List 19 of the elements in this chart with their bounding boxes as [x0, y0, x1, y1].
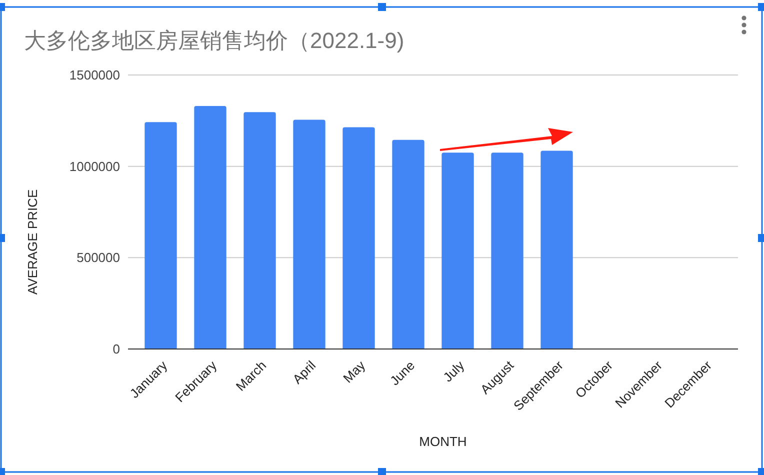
y-tick-label: 500000: [76, 250, 120, 266]
x-axis-title: MONTH: [419, 434, 467, 449]
y-tick-label: 1500000: [69, 68, 120, 83]
bar: [244, 112, 276, 349]
bar: [540, 150, 573, 349]
x-tick-label: July: [440, 357, 468, 385]
bar: [442, 152, 474, 349]
x-tick-label: June: [387, 358, 418, 388]
x-tick-label: May: [340, 357, 368, 386]
bar: [144, 122, 177, 349]
y-tick-label: 1000000: [69, 158, 120, 174]
bar: [392, 140, 424, 349]
bar: [491, 152, 524, 349]
chart-title: 大多伦多地区房屋销售均价（2022.1-9): [24, 28, 404, 53]
y-tick-label: 0: [112, 342, 120, 357]
y-axis-title: AVERAGE PRICE: [25, 189, 40, 295]
bar: [194, 106, 226, 349]
bar: [342, 127, 375, 349]
bar: [293, 120, 326, 349]
